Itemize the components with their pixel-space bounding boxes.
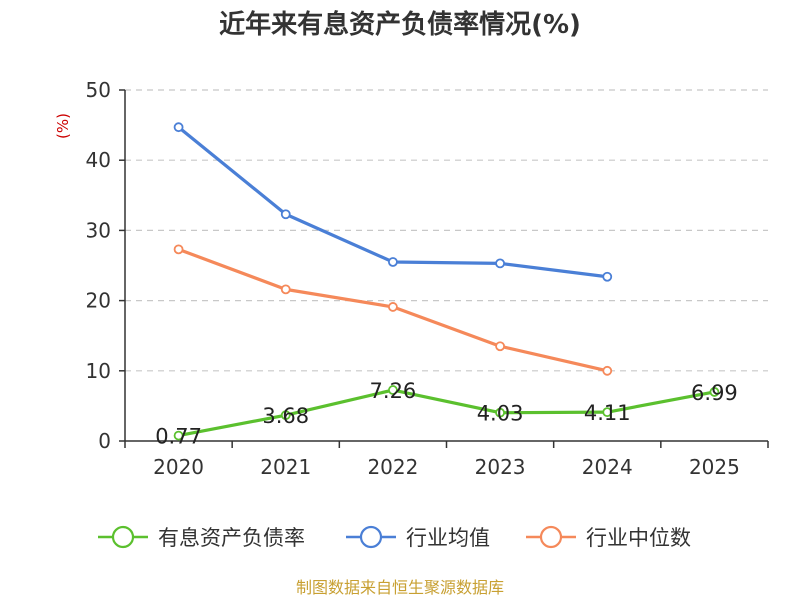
y-tick-label: 0 bbox=[98, 429, 111, 453]
data-point bbox=[173, 430, 184, 441]
data-point bbox=[280, 209, 291, 220]
data-point bbox=[388, 385, 398, 395]
legend-swatch-marker bbox=[539, 525, 563, 549]
legend: 有息资产负债率 行业均值 行业中位数 bbox=[98, 525, 691, 550]
x-tick-label: 2024 bbox=[582, 455, 633, 479]
series-line-0 bbox=[178, 388, 715, 438]
data-point bbox=[280, 410, 291, 421]
data-point bbox=[495, 341, 505, 352]
source-note: 制图数据来自恒生聚源数据库 bbox=[296, 578, 504, 597]
data-label: 0.77 bbox=[155, 425, 202, 449]
data-point bbox=[709, 387, 720, 397]
legend-swatch-marker bbox=[111, 525, 135, 549]
x-tick-label: 2022 bbox=[367, 455, 418, 479]
data-label: 4.11 bbox=[584, 401, 631, 425]
data-point bbox=[280, 284, 291, 295]
y-axis-unit: (%) bbox=[54, 113, 72, 139]
data-label: 7.26 bbox=[370, 379, 417, 403]
data-point bbox=[602, 407, 613, 418]
axes: 0 10 20 30 40 50 2020 2021 2022 2023 2024 2025 bbox=[86, 78, 769, 479]
data-point bbox=[495, 407, 505, 418]
data-point bbox=[173, 244, 184, 255]
y-tick-label: 50 bbox=[86, 78, 111, 102]
x-tick-label: 2020 bbox=[153, 455, 204, 479]
series-line-1 bbox=[177, 125, 608, 279]
data-point bbox=[388, 302, 398, 312]
chart-title: 近年来有息资产负债率情况(%) bbox=[219, 9, 581, 40]
y-tick-label: 10 bbox=[86, 359, 111, 383]
x-tick-label: 2025 bbox=[689, 455, 740, 479]
data-point bbox=[173, 122, 184, 133]
legend-label: 行业均值 bbox=[406, 526, 490, 550]
data-point bbox=[388, 257, 398, 267]
legend-label: 有息资产负债率 bbox=[158, 526, 305, 550]
data-point bbox=[602, 365, 613, 376]
data-labels: 0.77 3.68 7.26 4.03 4.11 6.99 bbox=[155, 379, 738, 449]
data-point bbox=[602, 271, 613, 282]
y-tick-label: 40 bbox=[86, 148, 111, 172]
legend-swatch-marker bbox=[359, 525, 383, 549]
grid-lines bbox=[125, 89, 768, 372]
series-group bbox=[173, 122, 720, 441]
x-tick-label: 2023 bbox=[475, 455, 526, 479]
data-point bbox=[495, 258, 505, 269]
x-tick-label: 2021 bbox=[260, 455, 311, 479]
data-label: 3.68 bbox=[262, 404, 309, 428]
legend-label: 行业中位数 bbox=[586, 526, 691, 550]
data-label: 6.99 bbox=[691, 381, 738, 405]
data-label: 4.03 bbox=[477, 402, 524, 426]
y-tick-label: 20 bbox=[86, 289, 111, 313]
y-tick-label: 30 bbox=[86, 218, 111, 242]
